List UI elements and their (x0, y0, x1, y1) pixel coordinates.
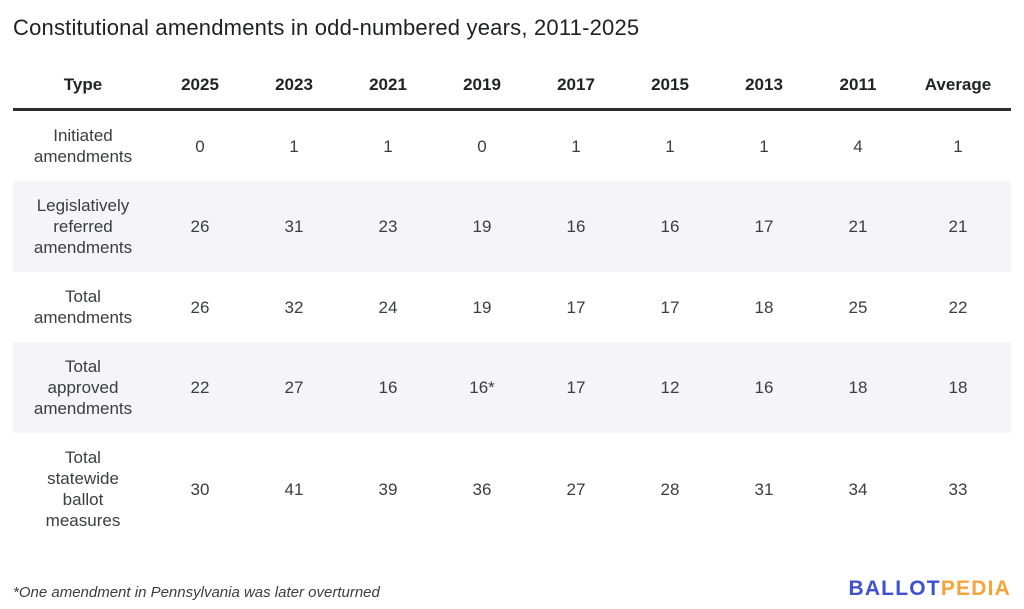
cell-value: 17 (754, 217, 774, 236)
column-header-2023: 2023 (247, 67, 341, 111)
cell-value: 36 (472, 479, 492, 499)
cell-value: 21 (948, 217, 968, 236)
row-label: Total amendments (33, 287, 133, 327)
cell-value: 18 (948, 378, 968, 397)
cell-value: 1 (665, 136, 675, 156)
cell-value: 31 (284, 217, 304, 236)
table-header: Type 2025 2023 2021 2019 2017 2015 2013 2011 Aver… (13, 67, 1011, 111)
cell-value: 4 (853, 136, 863, 156)
cell-value: 39 (378, 479, 398, 499)
table-row: Total statewide ballot measures 30 41 39 36 2… (13, 433, 1011, 545)
table-body: Initiated amendments 0 1 1 0 1 1 1 4 1 Legislative… (13, 110, 1011, 546)
cell-value: 30 (190, 479, 210, 499)
cell-value: 22 (190, 378, 210, 397)
cell-value: 17 (566, 378, 586, 397)
table-row: Total approved amendments 22 27 16 16* 17 12 16… (13, 342, 1011, 433)
cell-value: 19 (472, 217, 492, 236)
cell-value: 16 (566, 217, 586, 236)
page-title: Constitutional amendments in odd-numbere… (13, 15, 640, 40)
column-header-2013: 2013 (717, 67, 811, 111)
row-label: Legislatively referred amendments (33, 196, 133, 257)
cell-value: 1 (759, 136, 769, 156)
cell-value: 31 (754, 479, 774, 499)
cell-value: 25 (848, 297, 868, 317)
cell-value: 27 (284, 378, 304, 397)
cell-value: 19 (472, 297, 492, 317)
cell-value: 26 (190, 217, 210, 236)
column-header-average: Average (905, 67, 1011, 111)
row-label: Total approved amendments (33, 357, 133, 418)
cell-value: 34 (848, 479, 868, 499)
logo-pedia-text: PEDIA (940, 577, 1011, 600)
cell-value: 28 (660, 479, 680, 499)
column-header-2025: 2025 (153, 67, 247, 111)
ballotpedia-logo: BALLOTPEDIA (848, 575, 1011, 603)
cell-value: 24 (378, 297, 398, 317)
cell-value: 0 (477, 136, 487, 156)
column-header-2021: 2021 (341, 67, 435, 111)
table-row: Initiated amendments 0 1 1 0 1 1 1 4 1 (13, 110, 1011, 182)
cell-value: 18 (754, 297, 774, 317)
cell-value: 1 (383, 136, 393, 156)
column-header-2015: 2015 (623, 67, 717, 111)
logo-ballot-text: BALLOT (848, 577, 941, 600)
footnote: *One amendment in Pennsylvania was later… (13, 584, 380, 601)
cell-value: 33 (948, 479, 968, 499)
cell-value: 26 (190, 297, 210, 317)
cell-value: 22 (948, 297, 968, 317)
cell-value: 12 (660, 378, 680, 397)
column-header-2011: 2011 (811, 67, 905, 111)
cell-value: 1 (289, 136, 299, 156)
cell-value: 1 (953, 136, 963, 156)
cell-value: 0 (195, 136, 205, 156)
row-label: Total statewide ballot measures (45, 448, 121, 530)
cell-value: 17 (660, 297, 680, 317)
cell-value: 16 (754, 378, 774, 397)
cell-value: 17 (566, 297, 586, 317)
cell-value: 32 (284, 297, 304, 317)
footer: *One amendment in Pennsylvania was later… (13, 575, 1011, 603)
column-header-2017: 2017 (529, 67, 623, 111)
table-row: Total amendments 26 32 24 19 17 17 18 25 22 (13, 272, 1011, 342)
cell-value: 23 (378, 217, 398, 236)
column-header-2019: 2019 (435, 67, 529, 111)
cell-value: 16* (469, 378, 495, 397)
cell-value: 27 (566, 479, 586, 499)
cell-value: 16 (378, 378, 398, 397)
amendments-table: Type 2025 2023 2021 2019 2017 2015 2013 2011 Aver… (13, 67, 1011, 545)
table-row: Legislatively referred amendments 26 31 23 1… (13, 181, 1011, 272)
cell-value: 16 (660, 217, 680, 236)
table-header-row: Type 2025 2023 2021 2019 2017 2015 2013 2011 Aver… (13, 67, 1011, 111)
row-label: Initiated amendments (33, 126, 133, 166)
cell-value: 1 (571, 136, 581, 156)
column-header-type: Type (13, 67, 153, 111)
cell-value: 18 (848, 378, 868, 397)
cell-value: 41 (284, 479, 304, 499)
cell-value: 21 (848, 217, 868, 236)
